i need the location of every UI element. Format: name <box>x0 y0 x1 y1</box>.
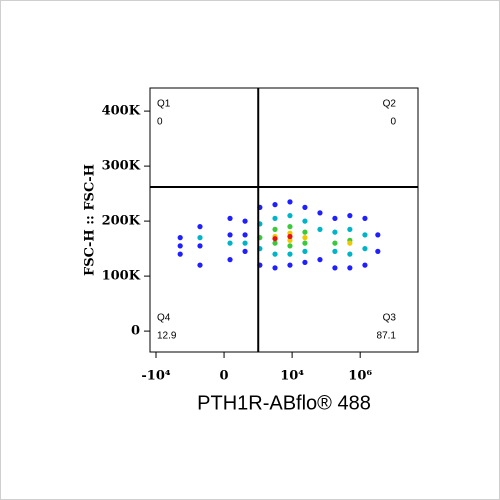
event-dot <box>272 265 278 271</box>
event-dot <box>287 233 293 240</box>
event-dot <box>287 237 293 243</box>
event-dot <box>242 248 248 254</box>
quadrant-name: Q4 <box>157 313 171 324</box>
event-dot <box>302 259 308 265</box>
event-dot <box>347 251 353 257</box>
event-dot <box>227 257 233 263</box>
event-dot <box>302 235 308 241</box>
event-dot <box>332 265 338 271</box>
event-dot <box>227 240 233 246</box>
event-dot <box>287 213 293 219</box>
event-dot <box>317 226 323 232</box>
event-dot <box>177 251 183 257</box>
event-dot <box>347 226 353 232</box>
event-dot <box>302 204 308 210</box>
event-dot <box>332 248 338 254</box>
quadrant-value: 12.9 <box>157 331 177 342</box>
quadrant-value: 0 <box>157 117 163 128</box>
event-dot <box>317 210 323 216</box>
y-tick-label: 100K <box>102 269 141 284</box>
y-tick-label: 200K <box>102 214 141 229</box>
event-dot <box>287 251 293 257</box>
event-dot <box>317 257 323 263</box>
event-dot <box>302 218 308 224</box>
event-dot <box>362 246 368 252</box>
y-axis-title: FSC-H :: FSC-H <box>83 164 98 276</box>
event-dot <box>197 243 203 249</box>
event-dot <box>302 248 308 254</box>
quadrant-value: 87.1 <box>377 331 397 342</box>
event-dot <box>302 229 308 235</box>
event-dot <box>227 232 233 238</box>
event-dot <box>287 199 293 205</box>
event-dot <box>362 262 368 268</box>
event-dot <box>362 232 368 238</box>
x-tick-label: 10⁴ <box>280 369 304 384</box>
event-dot <box>272 226 278 232</box>
event-dot <box>347 240 353 246</box>
x-tick-label: 0 <box>220 369 229 384</box>
event-dot <box>177 243 183 249</box>
x-tick-label: 10⁶ <box>348 369 372 384</box>
event-dot <box>287 224 293 230</box>
event-dot <box>197 262 203 268</box>
y-tick-label: 400K <box>102 104 141 119</box>
x-tick-label: -10⁴ <box>141 369 170 384</box>
event-dot <box>197 224 203 230</box>
event-dot <box>287 243 293 249</box>
event-dot <box>302 240 308 246</box>
event-dot <box>242 232 248 238</box>
quadrant-name: Q3 <box>383 313 397 324</box>
event-dot <box>242 218 248 224</box>
event-dot <box>375 232 381 238</box>
y-tick-label: 300K <box>102 159 141 174</box>
quadrant-name: Q1 <box>157 99 171 110</box>
event-dot <box>332 229 338 235</box>
event-dot <box>332 240 338 246</box>
event-dot <box>197 235 203 241</box>
event-dot <box>375 248 381 254</box>
y-tick-label: 0 <box>131 324 140 339</box>
event-dot <box>362 215 368 221</box>
event-dot <box>347 213 353 219</box>
event-dot <box>272 240 278 246</box>
event-dot <box>287 262 293 268</box>
event-dot <box>332 215 338 221</box>
event-dot <box>177 235 183 241</box>
quadrant-name: Q2 <box>383 99 397 110</box>
quadrant-value: 0 <box>390 117 396 128</box>
event-dot <box>272 236 278 242</box>
plot-frame <box>149 87 419 353</box>
event-dot <box>227 215 233 221</box>
event-dot <box>242 240 248 246</box>
x-axis-title: PTH1R-ABflo® 488 <box>197 392 371 414</box>
event-dot <box>272 215 278 221</box>
event-dot <box>347 265 353 271</box>
event-dot <box>272 202 278 208</box>
event-dot <box>272 251 278 257</box>
